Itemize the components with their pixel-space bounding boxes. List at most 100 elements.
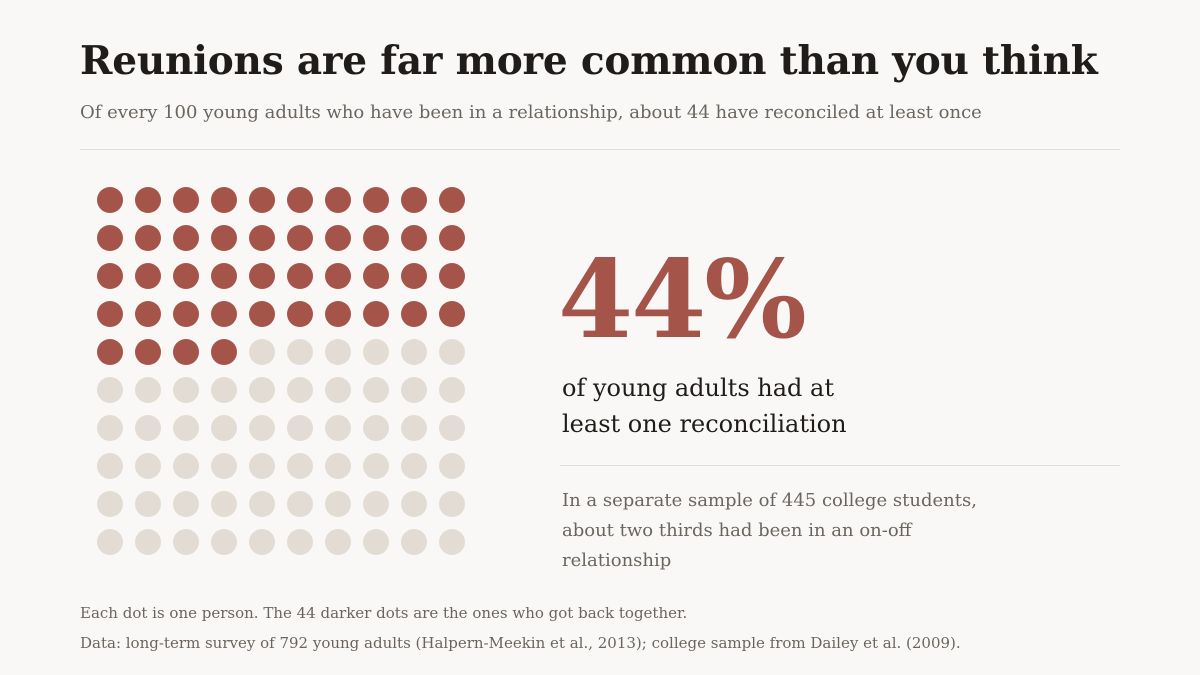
waffle-dot [401,453,427,479]
waffle-dot-reconciled [135,187,161,213]
waffle-dot [249,491,275,517]
waffle-dot [401,529,427,555]
waffle-dot [135,377,161,403]
page-title: Reunions are far more common than you th… [80,38,1098,84]
waffle-dot [249,453,275,479]
waffle-dot-reconciled [173,339,199,365]
waffle-dot [97,491,123,517]
waffle-dot-reconciled [439,187,465,213]
waffle-dot [249,415,275,441]
waffle-dot-reconciled [135,301,161,327]
waffle-dot [439,415,465,441]
waffle-dot [363,339,389,365]
waffle-dot-reconciled [325,225,351,251]
waffle-dot-reconciled [97,263,123,289]
waffle-dot-reconciled [249,187,275,213]
waffle-dot-reconciled [173,263,199,289]
waffle-dot-reconciled [287,263,313,289]
waffle-dot-reconciled [401,225,427,251]
waffle-dot [211,491,237,517]
waffle-dot [135,529,161,555]
side-note: In a separate sample of 445 college stud… [562,490,977,571]
waffle-dot-reconciled [97,301,123,327]
waffle-dot [173,453,199,479]
waffle-dot-reconciled [401,187,427,213]
waffle-dot [173,529,199,555]
waffle-dot [97,377,123,403]
waffle-dot [249,339,275,365]
waffle-dot [173,415,199,441]
waffle-dot [249,377,275,403]
waffle-dot-reconciled [363,263,389,289]
waffle-dot [363,415,389,441]
waffle-dot [135,453,161,479]
waffle-dot-reconciled [249,263,275,289]
footnotes: Each dot is one person. The 44 darker do… [80,598,961,658]
waffle-dot [211,529,237,555]
waffle-dot-reconciled [173,187,199,213]
waffle-dot [363,377,389,403]
page-subtitle: Of every 100 young adults who have been … [80,102,982,123]
waffle-dot-reconciled [287,225,313,251]
waffle-dot [287,529,313,555]
waffle-dot [249,529,275,555]
waffle-dot [363,491,389,517]
waffle-dot-reconciled [173,225,199,251]
waffle-dot-reconciled [211,339,237,365]
waffle-dot-reconciled [401,263,427,289]
waffle-dot [363,453,389,479]
waffle-dot-reconciled [135,263,161,289]
waffle-dot [439,453,465,479]
stat-divider [560,465,1120,466]
waffle-dot [401,339,427,365]
waffle-dot-reconciled [211,263,237,289]
waffle-dot-reconciled [363,301,389,327]
waffle-dot [97,415,123,441]
waffle-dot [401,491,427,517]
waffle-dot [135,415,161,441]
waffle-dot [325,339,351,365]
waffle-dot [97,453,123,479]
footnote-source: Data: long-term survey of 792 young adul… [80,634,961,652]
waffle-dot [325,377,351,403]
big-stat-caption: of young adults had at least one reconci… [562,374,847,438]
waffle-dot [287,453,313,479]
waffle-dot [287,491,313,517]
waffle-dot [135,491,161,517]
big-stat-value: 44% [558,237,807,363]
waffle-dot [325,415,351,441]
waffle-dot-reconciled [325,263,351,289]
waffle-dot-reconciled [287,301,313,327]
waffle-dot [401,377,427,403]
waffle-dot-reconciled [97,187,123,213]
waffle-dot-reconciled [325,187,351,213]
waffle-dot [325,453,351,479]
waffle-dot [439,529,465,555]
waffle-dot [439,491,465,517]
waffle-dot-reconciled [97,339,123,365]
waffle-dot [287,415,313,441]
waffle-dot [173,491,199,517]
waffle-dot [211,453,237,479]
waffle-dot-reconciled [363,187,389,213]
footnote-dots: Each dot is one person. The 44 darker do… [80,604,688,622]
waffle-dot-reconciled [439,225,465,251]
waffle-dot-reconciled [211,301,237,327]
waffle-dot-reconciled [439,263,465,289]
waffle-dot [439,377,465,403]
waffle-dot [97,529,123,555]
waffle-dot [325,491,351,517]
waffle-dot [287,377,313,403]
waffle-dot-reconciled [173,301,199,327]
waffle-dot [211,377,237,403]
waffle-dot-reconciled [97,225,123,251]
waffle-dot-reconciled [363,225,389,251]
waffle-dot-reconciled [249,225,275,251]
waffle-dot-reconciled [249,301,275,327]
waffle-dot [439,339,465,365]
waffle-dot-reconciled [401,301,427,327]
waffle-dot-reconciled [211,225,237,251]
waffle-dot [173,377,199,403]
waffle-dot-reconciled [325,301,351,327]
header-divider [80,149,1120,150]
